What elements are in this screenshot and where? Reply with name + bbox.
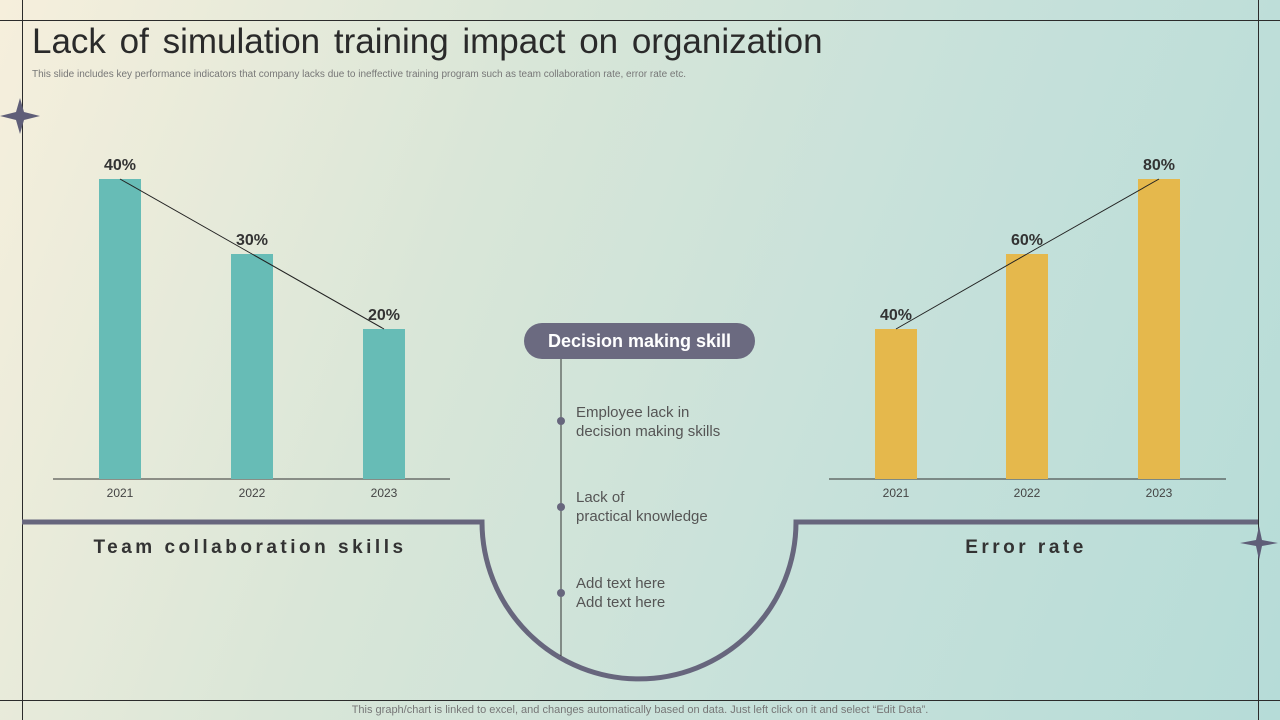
- data-label: 80%: [1143, 157, 1175, 174]
- tick-label: 2022: [239, 486, 266, 500]
- data-label: 60%: [1011, 232, 1043, 249]
- tick-label: 2022: [1014, 486, 1041, 500]
- tick-label: 2023: [371, 486, 398, 500]
- page-subtitle: This slide includes key performance indi…: [32, 69, 687, 80]
- bar: [99, 179, 141, 479]
- decision-making-pill: Decision making skill: [524, 323, 755, 359]
- sparkle-icon: [1240, 526, 1278, 560]
- frame-bottom-line: [0, 700, 1280, 701]
- team-collaboration-label: Team collaboration skills: [93, 537, 407, 558]
- tick-label: 2021: [107, 486, 134, 500]
- trend-line: [1026, 178, 1160, 255]
- frame-left-line: [22, 0, 23, 720]
- trend-line: [119, 178, 253, 255]
- timeline-item-line2: Add text here: [576, 594, 666, 611]
- page-title: Lack of simulation training impact on or…: [32, 22, 823, 61]
- timeline-dot: [557, 417, 565, 425]
- data-label: 40%: [104, 157, 136, 174]
- timeline-dot: [557, 589, 565, 597]
- footnote: This graph/chart is linked to excel, and…: [351, 704, 929, 716]
- frame-right-line: [1258, 0, 1259, 720]
- trend-line: [895, 253, 1028, 330]
- data-label: 20%: [368, 307, 400, 324]
- error-rate-chart: 40% 2021 60% 2022 80% 2023: [829, 157, 1226, 500]
- timeline-item-line2: practical knowledge: [576, 508, 708, 525]
- timeline-item: Add text here Add text here: [576, 574, 776, 612]
- tick-label: 2021: [883, 486, 910, 500]
- timeline-item-line2: decision making skills: [576, 423, 721, 440]
- timeline-item: Employee lack in decision making skills: [576, 403, 776, 441]
- timeline-dot: [557, 503, 565, 511]
- sparkle-icon: [0, 98, 40, 134]
- timeline-item-line1: Lack of: [576, 489, 625, 506]
- bar: [363, 329, 405, 479]
- timeline-item-line1: Add text here: [576, 575, 666, 592]
- data-label: 40%: [880, 307, 912, 324]
- bar: [875, 329, 917, 479]
- trend-line: [251, 253, 385, 330]
- team-collaboration-chart: 40% 2021 30% 2022 20% 2023: [53, 157, 450, 500]
- data-label: 30%: [236, 232, 268, 249]
- error-rate-label: Error rate: [965, 537, 1087, 558]
- bar: [1006, 254, 1048, 479]
- bar: [1138, 179, 1180, 479]
- timeline-item: Lack of practical knowledge: [576, 488, 776, 526]
- bar: [231, 254, 273, 479]
- frame-top-line: [0, 20, 1280, 21]
- section-divider-arc: [22, 519, 1258, 682]
- tick-label: 2023: [1146, 486, 1173, 500]
- timeline-item-line1: Employee lack in: [576, 404, 690, 421]
